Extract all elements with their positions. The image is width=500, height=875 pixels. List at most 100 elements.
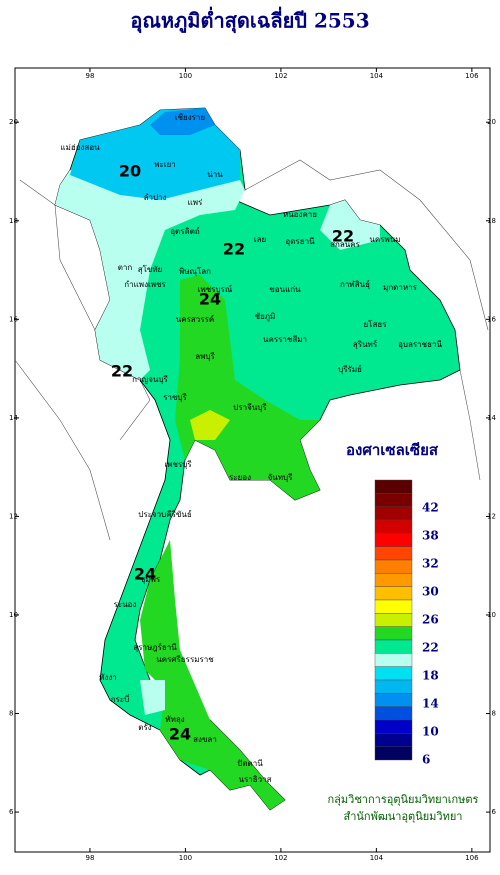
province-label: บุรีรัมย์ bbox=[338, 364, 362, 374]
province-label: ลำปาง bbox=[144, 193, 167, 202]
province-label: เลย bbox=[254, 235, 266, 244]
province-label: สกลนคร bbox=[330, 240, 360, 249]
legend-label: 22 bbox=[422, 641, 439, 655]
province-label: หนองคาย bbox=[283, 210, 317, 219]
legend-swatch bbox=[374, 586, 413, 601]
legend-swatch bbox=[374, 719, 413, 734]
legend-swatch bbox=[374, 573, 413, 587]
province-label: แม่ฮ่องสอน bbox=[60, 143, 100, 152]
cold-zone bbox=[150, 108, 215, 135]
legend-swatch bbox=[374, 519, 413, 534]
province-label: สุโขทัย bbox=[138, 264, 163, 274]
y-tick-label: 18 bbox=[487, 217, 496, 225]
legend-swatch bbox=[374, 653, 413, 667]
contour-label: 20 bbox=[119, 162, 141, 181]
legend-swatch bbox=[374, 533, 413, 547]
legend-swatch bbox=[374, 493, 413, 507]
y-tick-label: 12 bbox=[487, 512, 496, 520]
province-label: กระบี่ bbox=[111, 693, 130, 704]
y-tick-label: 14 bbox=[9, 414, 18, 422]
legend-swatch bbox=[374, 613, 413, 627]
y-tick-label: 18 bbox=[9, 217, 18, 225]
cool-zone bbox=[140, 680, 165, 715]
province-label: มุกดาหาร bbox=[383, 283, 418, 292]
legend-swatch bbox=[374, 626, 413, 641]
province-label: พัทลุง bbox=[165, 715, 184, 724]
legend-label: 38 bbox=[422, 529, 439, 543]
y-tick-label: 10 bbox=[9, 611, 18, 619]
province-label: กาฬสินธุ์ bbox=[340, 279, 370, 289]
province-label: นครพนม bbox=[369, 235, 400, 244]
x-tick-label: 106 bbox=[465, 854, 479, 862]
legend-swatch bbox=[374, 693, 413, 707]
province-label: ชัยภูมิ bbox=[255, 312, 276, 322]
province-label: ขอนแก่น bbox=[269, 285, 301, 294]
legend-swatch bbox=[374, 706, 413, 721]
contour-label: 22 bbox=[111, 362, 133, 381]
legend-swatch bbox=[374, 679, 413, 694]
province-label: อุตรดิตถ์ bbox=[170, 226, 200, 236]
legend-label: 26 bbox=[422, 613, 439, 627]
cool-zone bbox=[55, 160, 245, 380]
labels: 20 22 22 24 22 24 24 เชียงรายแม่ฮ่องสอนพะเยาน่า… bbox=[60, 113, 442, 784]
legend-swatch bbox=[374, 639, 413, 654]
province-label: นครสวรรค์ bbox=[176, 314, 214, 324]
hot-zone bbox=[190, 410, 230, 440]
province-label: พิษณุโลก bbox=[179, 266, 211, 276]
province-label: นครศรีธรรมราช bbox=[156, 655, 214, 664]
province-label: กาญจนบุรี bbox=[132, 375, 168, 384]
legend-label: 18 bbox=[422, 669, 439, 683]
neighbor-border bbox=[244, 159, 489, 481]
y-tick-label: 8 bbox=[492, 710, 496, 718]
legend-swatch bbox=[374, 733, 413, 747]
x-tick-label: 102 bbox=[274, 854, 287, 862]
province-label: พังงา bbox=[99, 673, 117, 682]
province-label: ระยอง bbox=[229, 473, 251, 482]
province-label: กำแพงเพชร bbox=[124, 280, 166, 289]
province-label: ชุมพร bbox=[140, 575, 161, 584]
province-label: เชียงราย bbox=[175, 113, 205, 122]
legend-label: 6 bbox=[422, 753, 430, 767]
warm-zone bbox=[140, 540, 285, 810]
x-tick-label: 102 bbox=[274, 72, 287, 80]
province-label: ปัตตานี bbox=[237, 759, 263, 768]
province-label: เพชรบุรี bbox=[164, 460, 192, 469]
province-label: นครราชสีมา bbox=[263, 335, 307, 344]
province-label: เพชรบูรณ์ bbox=[198, 284, 233, 295]
province-label: จันทบุรี bbox=[268, 473, 294, 482]
y-tick-label: 16 bbox=[487, 315, 496, 323]
contour-label: 24 bbox=[134, 565, 156, 584]
x-tick-label: 104 bbox=[370, 72, 384, 80]
legend-swatch bbox=[374, 506, 413, 521]
province-label: อุบลราชธานี bbox=[398, 340, 442, 349]
y-tick-label: 14 bbox=[487, 414, 496, 422]
y-tick-label: 16 bbox=[9, 315, 18, 323]
y-tick-label: 10 bbox=[487, 611, 496, 619]
credit: กลุ่มวิชาการอุตุนิยมวิทยาเกษตร bbox=[328, 793, 479, 806]
legend-title: องศาเซลเซียส bbox=[346, 441, 439, 459]
province-label: ตรัง bbox=[138, 723, 151, 732]
province-label: สุรินทร์ bbox=[353, 339, 378, 349]
province-label: สงขลา bbox=[193, 735, 217, 744]
province-label: ราชบุรี bbox=[163, 393, 187, 402]
legend-swatch bbox=[374, 546, 413, 561]
contour-label: 22 bbox=[223, 240, 245, 259]
legend-swatch bbox=[374, 479, 413, 494]
province-label: พะเยา bbox=[154, 160, 175, 169]
warm-zone bbox=[175, 275, 320, 500]
x-tick-label: 98 bbox=[85, 72, 94, 80]
legend-swatch bbox=[374, 746, 413, 761]
legend-label: 32 bbox=[422, 557, 439, 571]
province-label: น่าน bbox=[207, 170, 223, 179]
x-tick-label: 100 bbox=[179, 854, 192, 862]
province-label: ปราจีนบุรี bbox=[233, 403, 267, 412]
legend-label: 42 bbox=[422, 501, 439, 515]
x-tick-label: 98 bbox=[85, 854, 94, 862]
legend-swatch bbox=[374, 599, 413, 614]
x-tick-label: 106 bbox=[465, 72, 479, 80]
x-tick-label: 100 bbox=[179, 72, 192, 80]
y-tick-label: 20 bbox=[487, 118, 496, 126]
y-tick-label: 20 bbox=[9, 118, 18, 126]
